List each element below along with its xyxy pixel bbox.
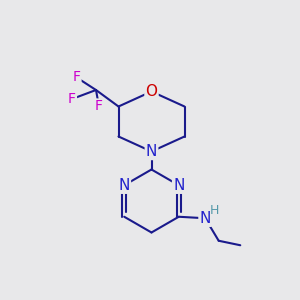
Text: N: N <box>200 211 211 226</box>
Text: N: N <box>173 178 184 193</box>
Text: F: F <box>95 100 103 113</box>
Text: N: N <box>118 178 130 193</box>
Text: H: H <box>210 204 220 217</box>
Text: F: F <box>68 92 76 106</box>
Text: O: O <box>146 84 158 99</box>
Text: F: F <box>73 70 80 84</box>
Text: N: N <box>146 144 157 159</box>
